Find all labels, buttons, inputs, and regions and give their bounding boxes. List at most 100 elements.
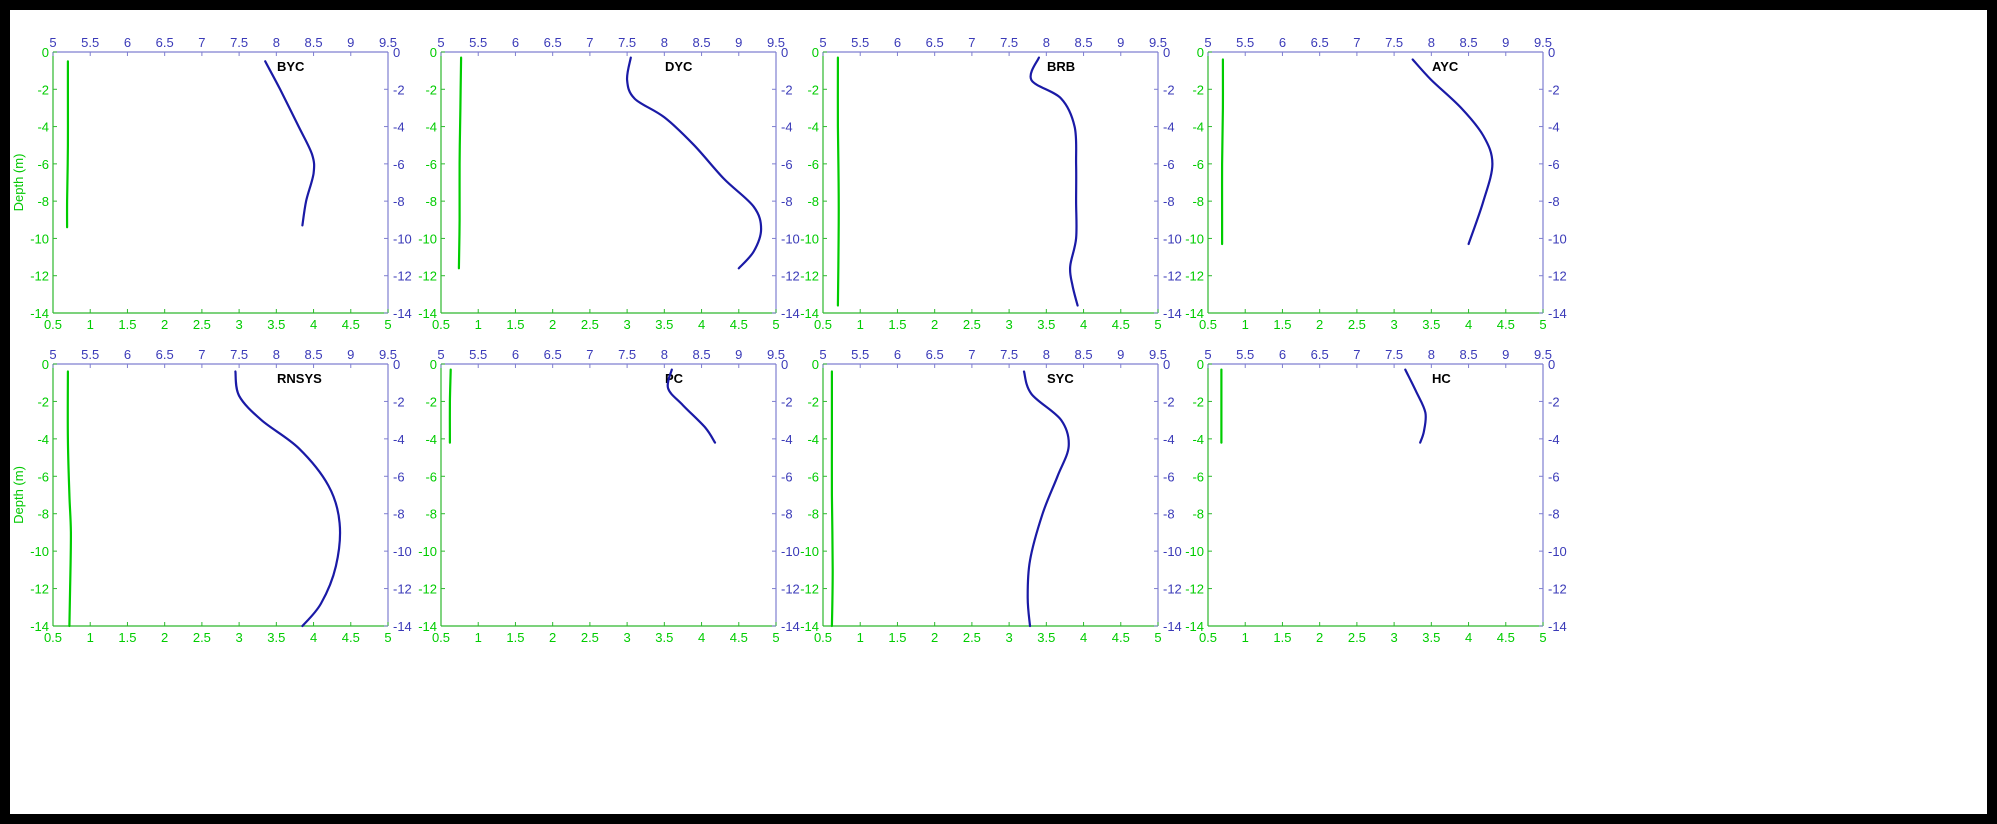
x-tick-label-top: 5.5 <box>469 35 487 50</box>
y-tick-label-right: -8 <box>1548 194 1560 209</box>
y-tick-label-left: -12 <box>30 582 49 597</box>
x-tick-label-top: 8.5 <box>1460 35 1478 50</box>
y-tick-label-left: -6 <box>37 157 49 172</box>
y-tick-label-right: -6 <box>393 157 405 172</box>
y-tick-label-left: -10 <box>800 231 819 246</box>
y-tick-label-left: 0 <box>430 45 437 60</box>
y-tick-label-right: 0 <box>781 45 788 60</box>
y-tick-label-left: -12 <box>418 269 437 284</box>
x-tick-label-top: 6 <box>512 347 519 362</box>
x-tick-label-bottom: 1.5 <box>888 317 906 332</box>
y-tick-label-left: -6 <box>425 157 437 172</box>
x-tick-label-top: 6.5 <box>926 347 944 362</box>
x-tick-label-top: 5 <box>1204 347 1211 362</box>
x-tick-label-top: 7 <box>1353 35 1360 50</box>
x-tick-label-top: 9 <box>1502 35 1509 50</box>
y-tick-label-left: -12 <box>1185 269 1204 284</box>
x-tick-label-top: 5 <box>437 35 444 50</box>
y-axis-label: Depth (m) <box>11 466 26 524</box>
x-tick-label-bottom: 3.5 <box>1422 317 1440 332</box>
chart-title: BYC <box>277 59 305 74</box>
y-tick-label-right: -14 <box>393 619 412 634</box>
x-tick-label-top: 8.5 <box>693 347 711 362</box>
x-tick-label-bottom: 3 <box>1390 317 1397 332</box>
x-tick-label-top: 8 <box>273 35 280 50</box>
y-tick-label-right: -4 <box>781 432 793 447</box>
y-tick-label-right: -2 <box>393 394 405 409</box>
y-tick-label-right: -8 <box>1163 194 1175 209</box>
x-tick-label-bottom: 0.5 <box>44 630 62 645</box>
green-series-line <box>1220 58 1225 246</box>
y-tick-label-left: -14 <box>30 619 49 634</box>
chart-grid: 0.5 1 1.5 2 2.5 3 3.5 4 4.5 5 5 5.5 6 6.5 7 7.5 8 8.5 9 9.5… <box>11 35 1567 645</box>
y-tick-label-left: -12 <box>418 582 437 597</box>
x-tick-label-top: 6.5 <box>156 35 174 50</box>
green-series-line <box>448 368 452 444</box>
y-tick-label-left: -14 <box>800 306 819 321</box>
x-tick-label-top: 5.5 <box>851 35 869 50</box>
x-tick-label-top: 9 <box>735 347 742 362</box>
x-tick-label-top: 9 <box>735 35 742 50</box>
y-tick-label-right: -8 <box>1548 507 1560 522</box>
x-tick-label-top: 6 <box>894 347 901 362</box>
x-tick-label-bottom: 4.5 <box>1112 317 1130 332</box>
x-tick-label-bottom: 5 <box>1539 317 1546 332</box>
y-tick-label-right: -12 <box>393 582 412 597</box>
x-tick-label-top: 6 <box>124 35 131 50</box>
x-tick-label-top: 6 <box>1279 347 1286 362</box>
x-tick-label-bottom: 2.5 <box>963 317 981 332</box>
y-tick-label-right: -12 <box>1163 269 1182 284</box>
y-tick-label-right: -4 <box>1548 432 1560 447</box>
y-tick-label-left: -14 <box>30 306 49 321</box>
x-tick-label-bottom: 4 <box>310 630 317 645</box>
x-tick-label-bottom: 0.5 <box>814 630 832 645</box>
x-tick-label-top: 9.5 <box>1534 347 1552 362</box>
y-tick-label-left: 0 <box>42 45 49 60</box>
chart-panel-pc: 0.5 1 1.5 2 2.5 3 3.5 4 4.5 5 5 5.5 6 6.5 7 7.5 8 8.5 9 9.5… <box>418 347 800 645</box>
x-tick-label-top: 5.5 <box>1236 35 1254 50</box>
y-tick-label-left: 0 <box>812 357 819 372</box>
x-tick-label-top: 7 <box>198 347 205 362</box>
x-tick-label-bottom: 1 <box>475 630 482 645</box>
x-tick-label-top: 8.5 <box>1460 347 1478 362</box>
chart-panel-rnsys: 0.5 1 1.5 2 2.5 3 3.5 4 4.5 5 5 5.5 6 6.5 7 7.5 8 8.5 9 9.5… <box>11 347 412 645</box>
chart-title: SYC <box>1047 371 1074 386</box>
y-tick-label-left: -4 <box>1192 120 1204 135</box>
blue-series-line <box>1411 58 1494 246</box>
x-tick-label-top: 5.5 <box>851 347 869 362</box>
y-tick-label-right: -4 <box>1163 120 1175 135</box>
y-tick-label-left: -10 <box>800 544 819 559</box>
x-tick-label-top: 8 <box>1428 35 1435 50</box>
y-tick-label-right: -12 <box>1548 582 1567 597</box>
x-tick-label-bottom: 2 <box>161 630 168 645</box>
x-tick-label-bottom: 5 <box>384 317 391 332</box>
y-axis-label: Depth (m) <box>11 154 26 212</box>
y-tick-label-left: -12 <box>800 269 819 284</box>
y-tick-label-left: -10 <box>418 544 437 559</box>
x-tick-label-top: 6.5 <box>156 347 174 362</box>
y-tick-label-right: -12 <box>1163 582 1182 597</box>
y-tick-label-right: -10 <box>781 231 800 246</box>
x-tick-label-bottom: 4 <box>1080 630 1087 645</box>
x-tick-label-bottom: 3 <box>1005 630 1012 645</box>
x-tick-label-top: 7 <box>1353 347 1360 362</box>
x-tick-label-top: 5 <box>819 347 826 362</box>
x-tick-label-top: 6.5 <box>1311 35 1329 50</box>
x-tick-label-bottom: 2.5 <box>193 630 211 645</box>
x-tick-label-top: 8 <box>273 347 280 362</box>
x-tick-label-bottom: 4 <box>1465 317 1472 332</box>
y-tick-label-left: -6 <box>807 469 819 484</box>
x-tick-label-bottom: 4.5 <box>1497 317 1515 332</box>
x-tick-label-bottom: 2.5 <box>963 630 981 645</box>
x-tick-label-bottom: 1.5 <box>888 630 906 645</box>
y-tick-label-right: -10 <box>1163 544 1182 559</box>
y-tick-label-left: -12 <box>800 582 819 597</box>
x-tick-label-bottom: 3.5 <box>267 317 285 332</box>
x-tick-label-bottom: 1 <box>1242 317 1249 332</box>
y-tick-label-left: -8 <box>807 194 819 209</box>
x-tick-label-top: 6 <box>1279 35 1286 50</box>
y-tick-label-left: -2 <box>37 82 49 97</box>
x-tick-label-bottom: 5 <box>772 630 779 645</box>
x-tick-label-top: 8 <box>661 347 668 362</box>
x-tick-label-bottom: 2 <box>549 630 556 645</box>
